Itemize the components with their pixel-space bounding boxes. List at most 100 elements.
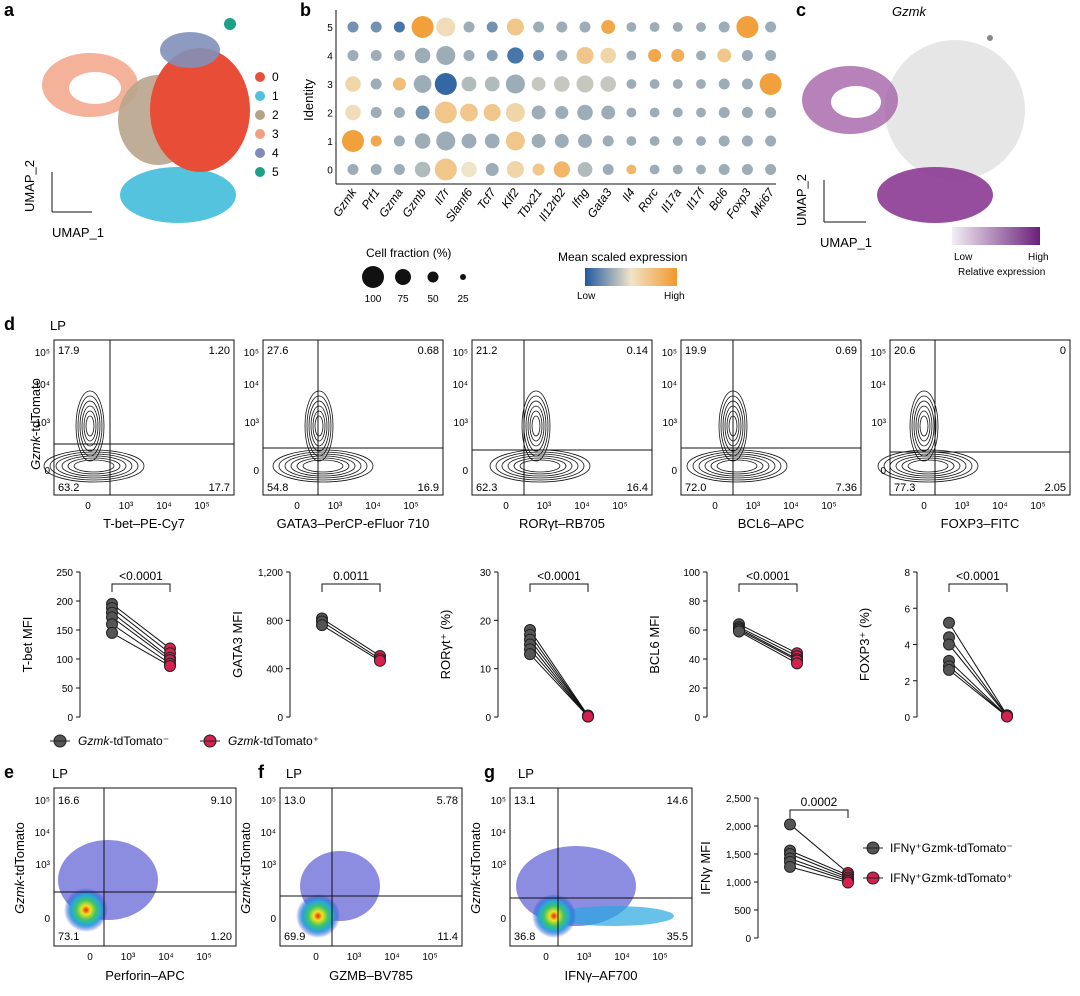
- flow-ytick: 10³: [454, 418, 469, 429]
- dot-Klf2-2: [505, 102, 525, 123]
- paired-line: [529, 644, 589, 717]
- quadrant-value: 16.4: [627, 482, 648, 494]
- flow-ytick: 0: [270, 914, 276, 925]
- size-legend-label-100: 100: [365, 294, 382, 305]
- dot-Klf2-1: [505, 131, 525, 151]
- paired-line: [738, 631, 798, 664]
- paired-ytick-label: 60: [689, 626, 701, 637]
- umap-c-xlabel: UMAP_1: [820, 235, 872, 250]
- contour: [915, 405, 933, 447]
- contour: [913, 400, 935, 452]
- panel-d-ylabel-rest: -tdTomato: [28, 378, 43, 436]
- dotplot-gene-Il17f: Il17f: [683, 184, 708, 212]
- panel-f-label: f: [258, 762, 265, 782]
- paired-line: [529, 649, 589, 717]
- flow-ytick: 10⁴: [662, 380, 677, 391]
- quadrant-value: 14.6: [667, 795, 688, 807]
- dot-Foxp3-2: [741, 107, 753, 118]
- contour: [49, 451, 139, 481]
- density-xlabel: Perforin–APC: [105, 968, 184, 983]
- color-legend-high: High: [664, 291, 685, 302]
- paired-ytick-label: 150: [56, 626, 73, 637]
- dot-Gzmb-1: [414, 133, 431, 149]
- dot-Tcf7-5: [486, 21, 498, 33]
- dot-Il7r-2: [434, 101, 457, 124]
- size-legend-label-25: 25: [457, 294, 469, 305]
- panel-d-label: d: [4, 314, 15, 334]
- panel-g-tissue: LP: [518, 766, 534, 781]
- density-ylabel-rest: -tdTomato: [238, 822, 253, 880]
- dotplot-gene-Il17a: Il17a: [658, 185, 685, 215]
- flow-ytick: 10⁵: [261, 796, 276, 807]
- quadrant-value: 16.6: [58, 795, 79, 807]
- flow-ytick: 10³: [262, 860, 277, 871]
- dot-Il4-1: [626, 136, 637, 146]
- color-legend-bar: [585, 268, 677, 286]
- contour: [308, 400, 330, 452]
- dot-Rorc-5: [649, 22, 660, 32]
- point-pos: [1001, 710, 1013, 723]
- dot-Prf1-3: [370, 78, 382, 90]
- umap-a-ylabel: UMAP_2: [22, 160, 37, 212]
- contour: [489, 449, 591, 483]
- dot-Gata3-4: [600, 47, 616, 64]
- paired-ytick-label: 2: [904, 677, 910, 688]
- flow-xtick: 10⁵: [194, 501, 209, 512]
- dot-Il17a-0: [672, 164, 683, 175]
- dot-Il12rb2-5: [556, 21, 568, 33]
- paired-line: [529, 629, 589, 716]
- flow-frame: [471, 339, 653, 496]
- p-value: <0.0001: [119, 569, 163, 583]
- contour: [710, 457, 764, 475]
- contour: [716, 459, 758, 473]
- dotplot-gene-Mki67: Mki67: [747, 185, 778, 220]
- contour: [67, 457, 121, 475]
- paired-ytick-label: 0: [277, 713, 283, 724]
- dot-Il12rb2-3: [554, 76, 570, 92]
- paired-line: [321, 618, 381, 657]
- flow-xtick: 10⁴: [992, 501, 1007, 512]
- point-neg: [524, 648, 536, 661]
- dotplot-gene-Gzmk: Gzmk: [330, 185, 360, 220]
- paired-line: [738, 623, 798, 654]
- dot-Il7r-1: [436, 131, 456, 151]
- density-band: [554, 906, 674, 926]
- paired-ytick-label: 8: [904, 568, 910, 579]
- quadrant-value: 11.4: [437, 931, 458, 943]
- flow-ytick: 10⁵: [662, 348, 677, 359]
- quadrant-value: 0.68: [418, 345, 439, 357]
- sig-bracket: [529, 583, 589, 592]
- density-plot-e: 16.6 9.10 73.1 1.20 0 10³ 10⁴ 10⁵ 0 10³ 10⁴ 10⁵ Perf…: [12, 787, 237, 983]
- dot-Il4-4: [626, 50, 637, 61]
- contour: [877, 449, 979, 483]
- dot-Tbx21-2: [531, 105, 546, 120]
- expr-scale-title: Relative expression: [958, 267, 1045, 278]
- quadrant-value: 19.9: [685, 345, 706, 357]
- dot-Foxp3-3: [741, 78, 753, 90]
- flow-xtick: 0: [921, 501, 927, 512]
- flow-ytick: 10⁵: [35, 348, 50, 359]
- quadrant-value: 16.9: [418, 482, 439, 494]
- dot-Il7r-0: [434, 158, 457, 181]
- size-legend-dot-25: [460, 274, 466, 280]
- flow-xtick: 10⁵: [422, 952, 437, 963]
- panel-g-label: g: [484, 762, 495, 782]
- dot-Gata3-3: [600, 76, 616, 92]
- density-frame: [509, 787, 693, 947]
- dot-Ifng-1: [578, 134, 592, 148]
- panel-d-ylabel-gene: Gzmk: [28, 434, 43, 469]
- dot-Rorc-4: [648, 48, 662, 63]
- contour: [883, 451, 973, 481]
- contour: [919, 415, 929, 437]
- legend-pos-gene: Gzmk: [228, 734, 260, 748]
- flow-xtick: 10³: [577, 952, 592, 963]
- dot-Gzmk-5: [347, 21, 359, 33]
- dot-Prf1-4: [370, 50, 382, 61]
- panel-c-title: Gzmk: [892, 4, 927, 19]
- contour: [302, 459, 344, 473]
- paired-line: [111, 616, 171, 661]
- density-core: [532, 894, 576, 938]
- dot-Il17a-4: [671, 48, 685, 63]
- umap-a-xlabel: UMAP_1: [52, 225, 104, 240]
- panel-e-tissue: LP: [52, 766, 68, 781]
